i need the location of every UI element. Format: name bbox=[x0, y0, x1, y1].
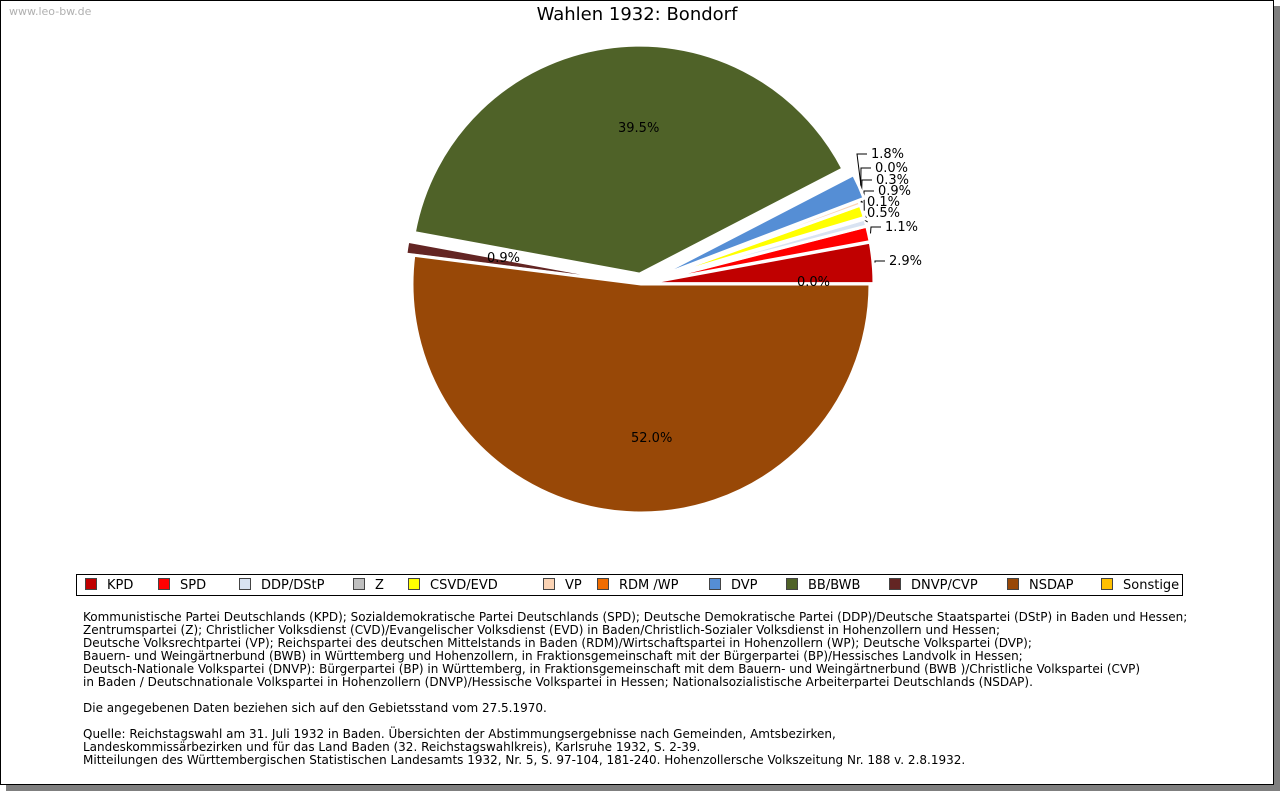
slice-label-csvd-evd: 0.9% bbox=[878, 184, 911, 199]
pie-slice-dnvp-cvp bbox=[404, 239, 634, 285]
legend-swatch bbox=[786, 578, 798, 590]
note-source-line: Quelle: Reichstagswahl am 31. Juli 1932 … bbox=[83, 727, 836, 741]
legend-swatch bbox=[1101, 578, 1113, 590]
note-parties-line: in Baden / Deutschnationale Volkspartei … bbox=[83, 675, 1033, 689]
legend-label: DDP/DStP bbox=[261, 578, 325, 593]
legend-label: SPD bbox=[180, 578, 207, 593]
legend-label: CSVD/EVD bbox=[430, 578, 498, 593]
legend-swatch bbox=[597, 578, 609, 590]
legend-item-bb-bwb: BB/BWB bbox=[786, 578, 861, 593]
slice-label-bb-bwb: 39.5% bbox=[618, 121, 659, 136]
leader-line bbox=[863, 190, 874, 211]
note-parties-line: Deutsche Volksrechtpartei (VP); Reichspa… bbox=[83, 636, 1032, 650]
note-parties-line: Zentrumspartei (Z); Christlicher Volksdi… bbox=[83, 623, 1001, 637]
leader-line bbox=[870, 226, 881, 234]
slice-label-kpd: 2.9% bbox=[889, 254, 922, 269]
pie-slice-nsdap bbox=[410, 253, 872, 515]
note-parties-line: Bauern- und Weingärtnerbund (BWB) in Wür… bbox=[83, 649, 1023, 663]
legend-label: Z bbox=[375, 578, 384, 593]
legend-label: RDM /WP bbox=[619, 578, 679, 593]
chart-title: Wahlen 1932: Bondorf bbox=[536, 4, 738, 25]
legend-label: NSDAP bbox=[1029, 578, 1074, 593]
legend-label: DNVP/CVP bbox=[911, 578, 978, 593]
slice-label-z: 0.1% bbox=[867, 195, 900, 210]
leader-line bbox=[874, 260, 885, 263]
legend-label: Sonstige bbox=[1123, 578, 1180, 593]
slice-label-spd: 1.1% bbox=[885, 220, 918, 235]
legend-swatch bbox=[709, 578, 721, 590]
legend-item-spd: SPD bbox=[158, 578, 207, 593]
note-territory: Die angegebenen Daten beziehen sich auf … bbox=[83, 701, 547, 715]
legend-swatch bbox=[408, 578, 420, 590]
legend-swatch bbox=[239, 578, 251, 590]
legend-item-sonstige: Sonstige bbox=[1101, 578, 1180, 593]
legend-item-csvd-evd: CSVD/EVD bbox=[408, 578, 498, 593]
note-parties-line: Kommunistische Partei Deutschlands (KPD)… bbox=[83, 610, 1188, 624]
legend-swatch bbox=[158, 578, 170, 590]
notes: Kommunistische Partei Deutschlands (KPD)… bbox=[83, 611, 1187, 767]
watermark: www.leo-bw.de bbox=[9, 5, 92, 18]
note-source-line: Landeskommissärbezirken und für das Land… bbox=[83, 740, 701, 754]
legend-swatch bbox=[543, 578, 555, 590]
legend-item-dvp: DVP bbox=[709, 578, 758, 593]
slice-label-rdm-wp: 0.0% bbox=[875, 161, 908, 176]
legend-item-dnvp-cvp: DNVP/CVP bbox=[889, 578, 978, 593]
legend-swatch bbox=[889, 578, 901, 590]
note-parties-line: Deutsch-Nationale Volkspartei (DNVP): Bü… bbox=[83, 662, 1141, 676]
legend-label: BB/BWB bbox=[808, 578, 861, 593]
slice-label-sonstige: 0.0% bbox=[797, 275, 830, 290]
slice-label-nsdap: 52.0% bbox=[631, 431, 672, 446]
slice-label-dvp: 1.8% bbox=[871, 147, 904, 162]
leader-line bbox=[856, 153, 867, 186]
legend-label: DVP bbox=[731, 578, 758, 593]
legend-swatch bbox=[353, 578, 365, 590]
legend: KPD SPD DDP/DStP Z CSVD/EVD VP RDM /WP DVP BB/BW… bbox=[76, 574, 1183, 596]
legend-swatch bbox=[1007, 578, 1019, 590]
legend-item-vp: VP bbox=[543, 578, 582, 593]
legend-label: KPD bbox=[107, 578, 134, 593]
note-source-line: Mitteilungen des Württembergischen Stati… bbox=[83, 753, 966, 767]
legend-swatch bbox=[85, 578, 97, 590]
legend-item-kpd: KPD bbox=[85, 578, 134, 593]
legend-label: VP bbox=[565, 578, 582, 593]
slice-label-ddp-dstp: 0.5% bbox=[867, 206, 900, 221]
pie-chart: 2.9%1.1%0.5%0.1%0.9%0.3%0.0%1.8%39.5%0.9… bbox=[404, 43, 922, 515]
pie-slice-dvp bbox=[649, 172, 867, 282]
legend-item-rdm-wp: RDM /WP bbox=[597, 578, 679, 593]
legend-item-nsdap: NSDAP bbox=[1007, 578, 1074, 593]
slice-label-vp: 0.3% bbox=[876, 173, 909, 188]
legend-item-ddp-dstp: DDP/DStP bbox=[239, 578, 325, 593]
pie-slice-bb-bwb bbox=[412, 43, 845, 276]
legend-item-z: Z bbox=[353, 578, 384, 593]
slice-label-dnvp-cvp: 0.9% bbox=[487, 251, 520, 266]
